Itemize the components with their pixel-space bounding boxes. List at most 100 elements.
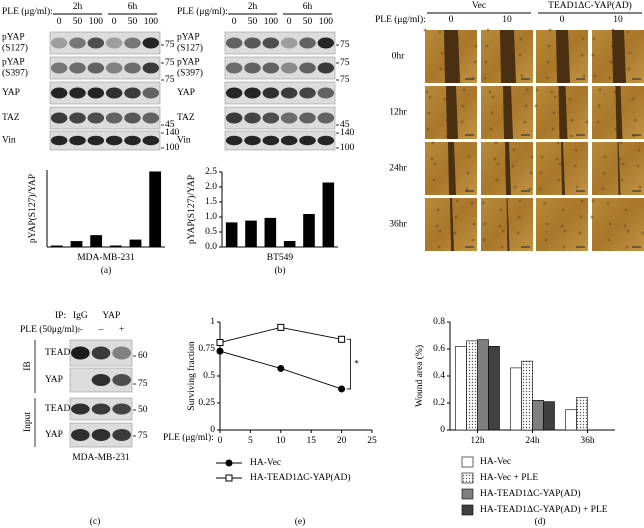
- blot-band: [299, 87, 316, 99]
- y-tick-label: 0.8: [433, 317, 445, 327]
- label: PLE (μg/ml):: [375, 14, 426, 25]
- y-axis-label: Surviving fraction: [186, 341, 197, 411]
- wound-texture: [545, 222, 549, 226]
- wound-texture: [538, 187, 542, 191]
- wound-texture: [496, 162, 500, 166]
- wound-texture: [638, 185, 642, 189]
- blot-band: [317, 112, 335, 124]
- legend-swatch: [461, 456, 474, 468]
- wound-texture: [563, 229, 567, 233]
- wound-gap: [558, 86, 568, 139]
- point: [216, 347, 224, 355]
- wound-texture: [472, 222, 476, 226]
- label: YAP: [45, 430, 63, 440]
- wound-texture: [439, 67, 443, 71]
- wound-texture: [432, 178, 436, 182]
- blot-band: [50, 112, 68, 124]
- label: 45: [340, 120, 350, 130]
- blot-band: [91, 429, 111, 441]
- blot-band: [317, 37, 335, 49]
- blot-band: [142, 87, 160, 99]
- wound-texture: [438, 229, 442, 233]
- label: (S397): [177, 68, 203, 79]
- blot-band: [71, 429, 90, 441]
- wound-texture: [529, 171, 533, 175]
- bar: [245, 220, 257, 247]
- blot-band: [225, 37, 243, 49]
- label: IB: [23, 361, 33, 371]
- label: 0: [57, 17, 62, 27]
- blot-band: [280, 62, 298, 74]
- wound-texture: [520, 74, 524, 78]
- label: 140: [340, 128, 355, 138]
- point: [277, 323, 285, 331]
- wound-gap: [448, 142, 456, 195]
- wound-texture: [553, 95, 557, 99]
- wound-texture: [431, 141, 435, 145]
- label: –: [98, 325, 104, 335]
- wound-texture: [484, 60, 488, 64]
- blot-band: [105, 62, 123, 74]
- wound-texture: [426, 127, 430, 131]
- x-axis-label: PLE (μg/ml):: [163, 432, 214, 443]
- wound-texture: [608, 76, 612, 80]
- wound-texture: [608, 222, 612, 226]
- wound-texture: [535, 88, 539, 92]
- wound-texture: [593, 74, 597, 78]
- blot-band: [71, 403, 90, 415]
- label: 0: [449, 15, 454, 25]
- blot-band: [112, 429, 131, 441]
- wound-gap: [446, 86, 458, 139]
- bar: [129, 239, 142, 247]
- wound-texture: [436, 208, 440, 212]
- blot-band: [262, 62, 280, 74]
- wound-texture: [561, 208, 565, 212]
- blot-band: [69, 87, 86, 99]
- label: 100: [340, 143, 355, 153]
- wound-texture: [539, 171, 543, 175]
- blot-band: [299, 62, 316, 74]
- wound-texture: [466, 171, 470, 175]
- blot-band: [112, 374, 131, 386]
- x-tick-label: 12h: [470, 436, 485, 446]
- label: 2h: [73, 2, 83, 12]
- wound-texture: [546, 60, 550, 64]
- legend-label: HA-Vec: [250, 458, 281, 468]
- wound-texture: [428, 95, 432, 99]
- wound-texture: [641, 231, 644, 235]
- wound-texture: [430, 157, 434, 161]
- blot-band: [142, 135, 160, 146]
- wound-texture: [619, 141, 623, 145]
- wound-texture: [562, 245, 566, 249]
- y-tick-label: 1.5: [205, 197, 217, 207]
- label: PLE (μg/ml):: [2, 6, 53, 17]
- label: 75: [340, 58, 350, 68]
- wound-texture: [623, 224, 627, 228]
- label: 50: [248, 17, 258, 27]
- label: 100: [319, 17, 334, 27]
- label: 140: [165, 128, 180, 138]
- wound-texture: [551, 127, 555, 131]
- label: pYAP: [2, 58, 25, 68]
- label: Input: [23, 412, 33, 432]
- wound-texture: [493, 157, 497, 161]
- blot-band: [124, 112, 141, 124]
- blot-band: [69, 62, 86, 74]
- label: 75: [138, 431, 148, 441]
- blot-band: [50, 135, 68, 146]
- wound-texture: [570, 118, 574, 122]
- blot-band: [112, 403, 131, 415]
- wound-texture: [513, 185, 517, 189]
- wound-gap: [505, 142, 511, 195]
- bar: [264, 217, 277, 247]
- wound-texture: [501, 229, 505, 233]
- blot-band: [244, 87, 261, 99]
- x-tick-label: 10: [276, 436, 286, 446]
- y-tick-label: 1: [210, 317, 215, 327]
- blot-band: [244, 112, 261, 124]
- panel-label: (e): [295, 516, 306, 527]
- wound-texture: [573, 164, 577, 168]
- x-tick-label: 20: [337, 436, 347, 446]
- wound-gap: [556, 30, 570, 83]
